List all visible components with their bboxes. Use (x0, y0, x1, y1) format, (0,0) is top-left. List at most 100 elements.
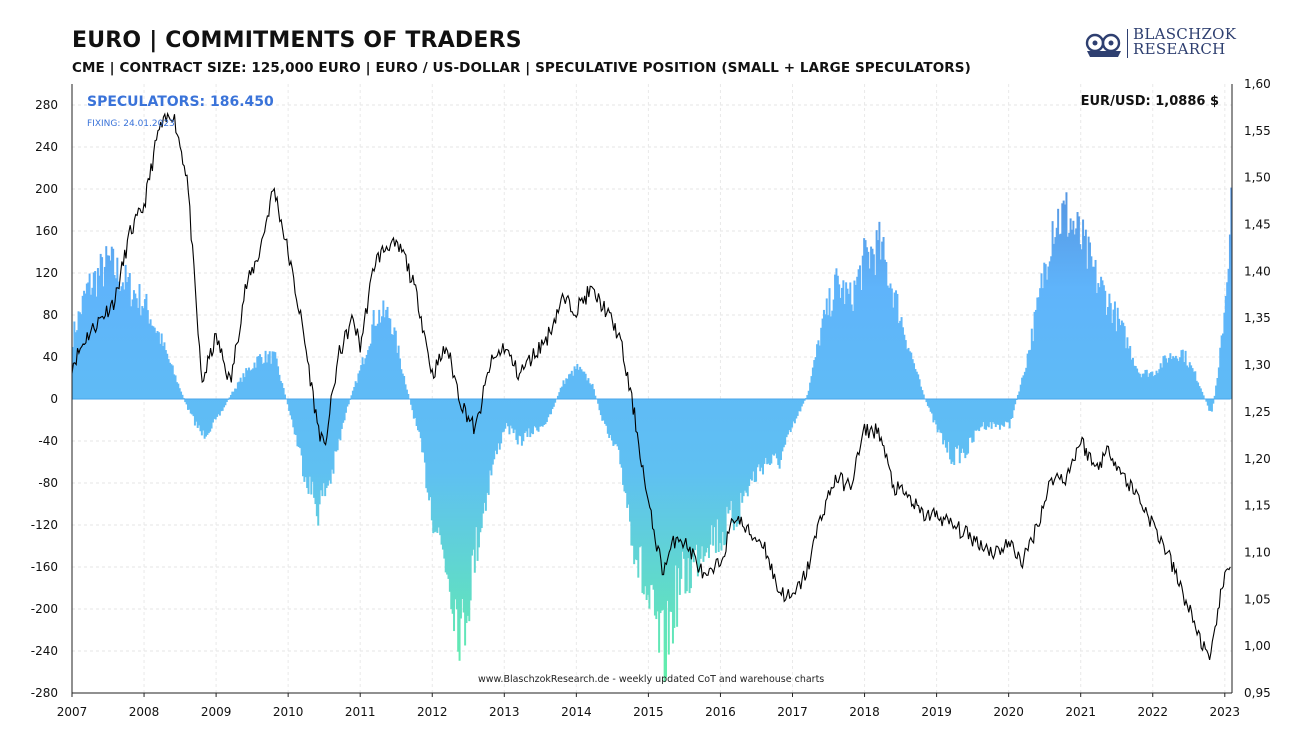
speculators-bar (1066, 236, 1069, 399)
speculators-bar (1079, 244, 1082, 399)
x-tick-label: 2023 (1210, 705, 1241, 719)
speculators-bar (164, 350, 167, 399)
speculators-bar (749, 399, 752, 480)
speculators-bar (1172, 356, 1175, 399)
speculators-bar (809, 382, 812, 399)
speculators-bar (509, 399, 512, 426)
speculators-bar (1093, 266, 1096, 399)
speculators-bar (1176, 358, 1179, 399)
speculators-bar (1144, 369, 1147, 399)
speculators-bar (1005, 399, 1008, 423)
speculators-bar (1075, 228, 1078, 399)
speculators-bar (843, 304, 846, 399)
speculators-bar (253, 362, 256, 399)
speculators-bar (928, 399, 931, 408)
speculators-bar (781, 399, 784, 452)
logo-text: BLASCHZOK RESEARCH (1133, 27, 1236, 57)
speculators-bar (1080, 249, 1083, 399)
speculators-bar (601, 399, 604, 421)
speculators-bar (188, 399, 191, 410)
speculators-bar (1011, 399, 1014, 418)
speculators-bar (755, 399, 758, 482)
speculators-bar (221, 399, 224, 411)
speculators-bar (1137, 372, 1140, 399)
speculators-value-label: SPECULATORS: 186.450 (87, 94, 274, 110)
speculators-bar (649, 399, 652, 586)
speculators-bar (972, 399, 975, 442)
speculators-bar (784, 399, 787, 445)
speculators-bar (895, 290, 898, 399)
speculators-bar (597, 399, 600, 404)
speculators-bar (397, 345, 400, 399)
speculators-bar (806, 395, 809, 399)
speculators-bar (141, 306, 144, 399)
speculators-bar (1222, 333, 1225, 399)
eurusd-line (71, 111, 1231, 661)
speculators-bar (283, 394, 286, 399)
speculators-bar (162, 345, 165, 399)
left-tick-label: 200 (35, 182, 58, 196)
speculators-bar (1043, 262, 1046, 399)
speculators-bar (1194, 371, 1197, 399)
left-tick-label: 40 (43, 350, 58, 364)
speculators-bar (231, 391, 234, 399)
speculators-bar (146, 310, 149, 399)
right-tick-label: 1,25 (1244, 405, 1271, 419)
speculators-bar (548, 399, 551, 415)
speculators-bar (126, 282, 129, 399)
speculators-bar (958, 399, 961, 464)
speculators-bar (669, 399, 672, 612)
speculators-bar (944, 399, 947, 448)
speculators-bar (954, 399, 957, 447)
speculators-bar (225, 399, 228, 403)
speculators-bar (1051, 221, 1054, 399)
speculators-bar (385, 309, 388, 399)
speculators-bar (620, 399, 623, 468)
x-tick-label: 2020 (993, 705, 1024, 719)
speculators-bar (774, 399, 777, 454)
speculators-bar (1141, 373, 1144, 399)
speculators-bar (380, 316, 383, 399)
speculators-bar (101, 257, 104, 399)
speculators-bar (185, 399, 188, 405)
speculators-bar (532, 399, 534, 435)
speculators-bar (762, 399, 765, 475)
speculators-bar (1167, 357, 1170, 399)
speculators-bar (525, 399, 528, 432)
speculators-bar (465, 399, 468, 624)
speculators-bar (216, 399, 219, 417)
speculators-bar (223, 399, 226, 408)
speculators-bar (1131, 357, 1134, 399)
speculators-bar (900, 317, 903, 399)
speculators-bar (320, 399, 323, 491)
speculators-bar (259, 354, 262, 399)
speculators-bar (737, 399, 740, 524)
speculators-bar (965, 399, 968, 455)
x-tick-label: 2007 (57, 705, 88, 719)
speculators-bar (800, 399, 803, 407)
speculators-bar (1174, 355, 1177, 399)
speculators-bar (224, 399, 227, 406)
speculators-bar (211, 399, 214, 423)
speculators-bar (683, 399, 686, 559)
speculators-bar (1173, 357, 1176, 399)
speculators-bar (392, 335, 395, 399)
speculators-bar (982, 399, 985, 423)
speculators-bar (1040, 273, 1043, 399)
speculators-bar (1205, 399, 1208, 402)
speculators-bar (748, 399, 751, 486)
speculators-bar (513, 399, 516, 430)
speculators-bar (616, 399, 619, 447)
speculators-bar (429, 399, 432, 498)
logo-divider (1127, 29, 1128, 58)
speculators-bar (773, 399, 776, 456)
speculators-bar (500, 399, 503, 444)
speculators-bar (979, 399, 982, 428)
speculators-bar (84, 293, 87, 399)
speculators-bar (313, 399, 316, 498)
speculators-bar (694, 399, 697, 551)
speculators-bar (545, 399, 548, 422)
speculators-bar (591, 383, 594, 399)
speculators-bar (702, 399, 705, 562)
